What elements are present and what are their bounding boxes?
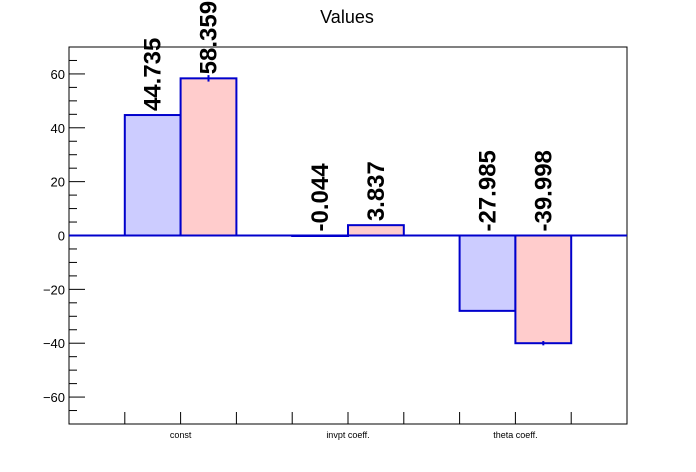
y-tick-label: 60 [51, 67, 65, 82]
bar [514, 234, 573, 345]
y-tick-label: 0 [58, 229, 65, 244]
x-category-label: invpt coeff. [326, 430, 369, 440]
y-tick-label: −60 [43, 390, 65, 405]
bar [347, 224, 405, 237]
x-category-label: const [170, 430, 192, 440]
y-tick-label: −20 [43, 282, 65, 297]
y-tick-label: 20 [51, 175, 65, 190]
data-label: 3.837 [363, 161, 390, 221]
data-label: 44.735 [140, 38, 167, 111]
chart-title: Values [320, 7, 374, 27]
x-category-label: theta coeff. [493, 430, 537, 440]
bar [179, 77, 238, 237]
data-label: -39.998 [530, 150, 557, 231]
data-label: 58.359 [196, 1, 223, 74]
bar [123, 114, 182, 237]
bars-layer [123, 75, 573, 346]
y-tick-label: −40 [43, 336, 65, 351]
axes-layer: −60 −40 −20 0 20 40 60 const invpt coeff. theta c… [43, 46, 628, 440]
labels-layer: 44.735 -0.044 -27.985 58.359 3.837 -39.998 [140, 1, 558, 232]
data-label: -0.044 [307, 163, 334, 232]
data-label: -27.985 [475, 150, 502, 231]
bar [458, 234, 517, 312]
y-tick-label: 40 [51, 121, 65, 136]
